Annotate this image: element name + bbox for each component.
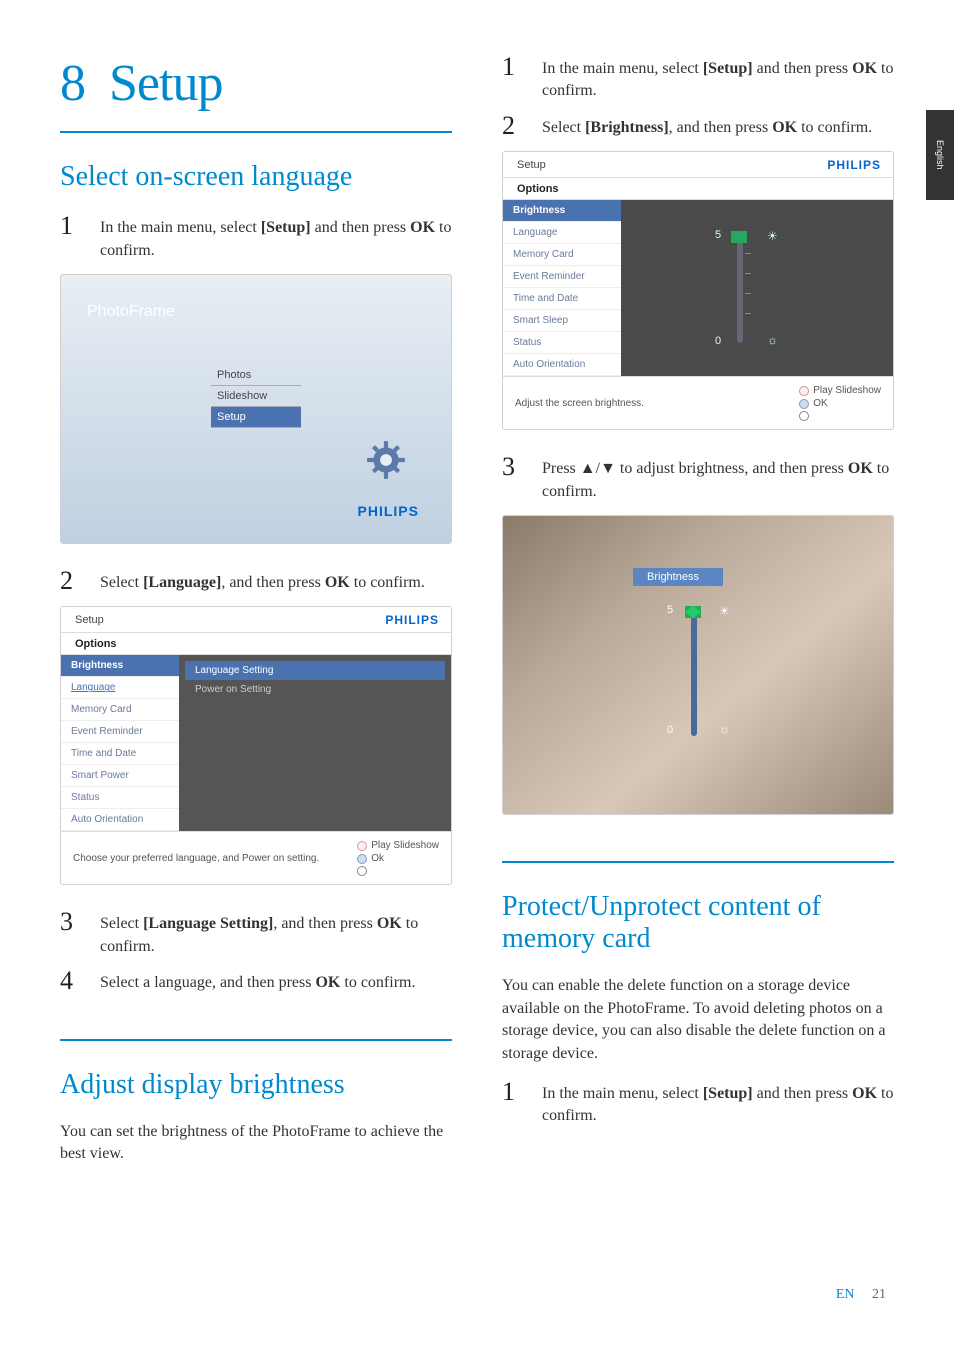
circle-icon	[799, 386, 809, 396]
sidebar-item: Event Reminder	[503, 266, 621, 288]
ss2-header: Setup PHILIPS	[61, 607, 451, 633]
sidebar-item: Language	[61, 677, 179, 699]
ss3-subheader: Options	[503, 178, 893, 200]
divider	[60, 1039, 452, 1041]
chapter-title: 8 Setup	[60, 54, 452, 113]
chapter-number: 8	[60, 55, 85, 112]
left-column: 8 Setup Select on-screen language 1 In th…	[60, 54, 452, 1180]
sun-dim-icon: ☼	[767, 333, 778, 347]
step-number: 3	[60, 909, 100, 935]
bright-step-2: 2 Select [Brightness], and then press OK…	[502, 113, 894, 139]
circle-icon	[357, 866, 367, 876]
right-column: 1 In the main menu, select [Setup] and t…	[502, 54, 894, 1180]
ss2-pane: Language Setting Power on Setting	[179, 655, 451, 831]
philips-logo: PHILIPS	[358, 503, 419, 519]
protect-step-1: 1 In the main menu, select [Setup] and t…	[502, 1079, 894, 1128]
divider	[60, 131, 452, 133]
lang-step-4: 4 Select a language, and then press OK t…	[60, 968, 452, 994]
step-text: In the main menu, select [Setup] and the…	[100, 213, 452, 262]
step-number: 3	[502, 454, 542, 480]
sidebar-item: Status	[503, 332, 621, 354]
sidebar-item: Smart Sleep	[503, 310, 621, 332]
step-text: Press ▲/▼ to adjust brightness, and then…	[542, 454, 894, 503]
sidebar-item: Memory Card	[61, 699, 179, 721]
lang-step-2: 2 Select [Language], and then press OK t…	[60, 568, 452, 594]
sidebar-item: Memory Card	[503, 244, 621, 266]
circle-icon	[799, 399, 809, 409]
protect-intro: You can enable the delete function on a …	[502, 975, 894, 1065]
section-bright-title: Adjust display brightness	[60, 1069, 452, 1101]
step-number: 4	[60, 968, 100, 994]
sidebar-item: Auto Orientation	[503, 354, 621, 376]
step-number: 2	[60, 568, 100, 594]
ss3-header: Setup PHILIPS	[503, 152, 893, 178]
step-number: 2	[502, 113, 542, 139]
overlay-header: Brightness	[633, 568, 723, 586]
circle-icon	[799, 411, 809, 421]
screenshot-setup-language: Setup PHILIPS Options Brightness Languag…	[60, 606, 452, 885]
gear-icon	[365, 439, 407, 481]
philips-logo: PHILIPS	[385, 613, 439, 627]
bright-step-1: 1 In the main menu, select [Setup] and t…	[502, 54, 894, 103]
page-number: 21	[872, 1287, 886, 1302]
ss1-item-slideshow: Slideshow	[211, 386, 301, 407]
sidebar-item: Time and Date	[61, 743, 179, 765]
ss1-menu: Photos Slideshow Setup	[211, 365, 301, 428]
sidebar-item: Brightness	[503, 200, 621, 222]
ss1-title: PhotoFrame	[87, 303, 175, 321]
lang-step-1: 1 In the main menu, select [Setup] and t…	[60, 213, 452, 262]
pane-item: Language Setting	[185, 661, 445, 680]
step-text: Select [Language], and then press OK to …	[100, 568, 425, 594]
sidebar-item: Smart Power	[61, 765, 179, 787]
ss3-footer: Adjust the screen brightness. Play Slide…	[503, 376, 893, 429]
ss1-item-setup: Setup	[211, 407, 301, 428]
step-text: Select [Brightness], and then press OK t…	[542, 113, 872, 139]
ss2-footer: Choose your preferred language, and Powe…	[61, 831, 451, 884]
screenshot-photoframe-main: PhotoFrame Photos Slideshow Setup PHILIP…	[60, 274, 452, 544]
step-text: Select a language, and then press OK to …	[100, 968, 415, 994]
language-tab: English	[926, 110, 954, 200]
sun-full-icon: ☀	[719, 604, 730, 618]
footer-lang: EN	[836, 1287, 855, 1302]
step-number: 1	[60, 213, 100, 239]
ss2-sidebar: Brightness Language Memory Card Event Re…	[61, 655, 179, 831]
section-protect-title: Protect/Unprotect content of memory card	[502, 891, 894, 955]
section-lang-title: Select on-screen language	[60, 161, 452, 193]
step-number: 1	[502, 1079, 542, 1105]
sidebar-item: Event Reminder	[61, 721, 179, 743]
sun-dim-icon: ☼	[719, 722, 730, 736]
step-text: Select [Language Setting], and then pres…	[100, 909, 452, 958]
divider	[502, 861, 894, 863]
sidebar-item: Brightness	[61, 655, 179, 677]
sidebar-item: Auto Orientation	[61, 809, 179, 831]
sidebar-item: Language	[503, 222, 621, 244]
ss3-sidebar: Brightness Language Memory Card Event Re…	[503, 200, 621, 376]
slider-thumb	[685, 606, 701, 618]
sidebar-item: Time and Date	[503, 288, 621, 310]
step-number: 1	[502, 54, 542, 80]
ss1-item-photos: Photos	[211, 365, 301, 386]
page-footer: EN 21	[836, 1287, 886, 1303]
screenshot-brightness-overlay: Brightness 5 0 ☀ ☼	[502, 515, 894, 815]
bright-step-3: 3 Press ▲/▼ to adjust brightness, and th…	[502, 454, 894, 503]
brightness-slider-pane: 5 0 ☀ ☼	[621, 200, 893, 376]
chapter-name: Setup	[109, 55, 222, 112]
bright-intro: You can set the brightness of the PhotoF…	[60, 1121, 452, 1166]
circle-icon	[357, 854, 367, 864]
sidebar-item: Status	[61, 787, 179, 809]
ss2-subheader: Options	[61, 633, 451, 655]
pane-item: Power on Setting	[185, 680, 445, 699]
step-text: In the main menu, select [Setup] and the…	[542, 1079, 894, 1128]
sun-full-icon: ☀	[767, 229, 778, 243]
philips-logo: PHILIPS	[827, 158, 881, 172]
step-text: In the main menu, select [Setup] and the…	[542, 54, 894, 103]
slider-thumb	[731, 231, 747, 243]
screenshot-setup-brightness: Setup PHILIPS Options Brightness Languag…	[502, 151, 894, 430]
brightness-slider: 5 0 ☀ ☼	[657, 596, 787, 756]
lang-step-3: 3 Select [Language Setting], and then pr…	[60, 909, 452, 958]
circle-icon	[357, 841, 367, 851]
